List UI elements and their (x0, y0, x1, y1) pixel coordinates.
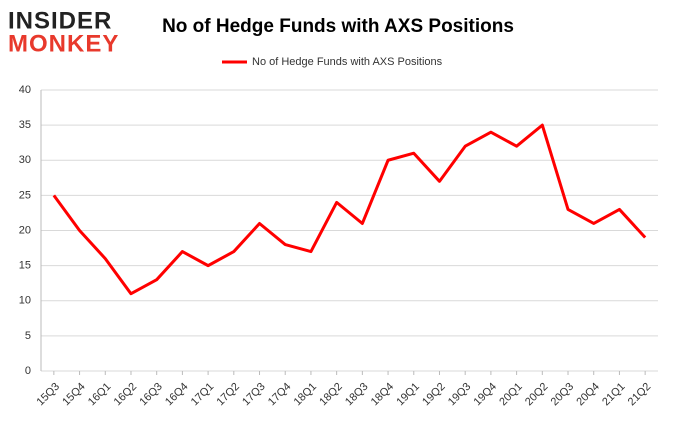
y-tick-label: 30 (19, 154, 31, 166)
x-tick-label: 17Q2 (214, 381, 242, 409)
x-tick-label: 20Q1 (497, 381, 525, 409)
chart-title: No of Hedge Funds with AXS Positions (162, 16, 514, 37)
x-tick-label: 17Q4 (266, 381, 294, 409)
legend-label: No of Hedge Funds with AXS Positions (252, 56, 443, 68)
x-tick-label: 20Q2 (523, 381, 551, 409)
x-tick-label: 19Q4 (472, 381, 500, 409)
x-tick-label: 16Q4 (163, 381, 191, 409)
x-tick-label: 15Q4 (60, 381, 88, 409)
x-tick-label: 21Q2 (626, 381, 654, 409)
y-tick-label: 20 (19, 224, 31, 236)
y-tick-label: 0 (25, 365, 31, 377)
x-tick-label: 18Q4 (369, 381, 397, 409)
x-tick-label: 17Q3 (240, 381, 268, 409)
logo-top: INSIDER (8, 7, 112, 34)
x-tick-label: 20Q4 (574, 381, 602, 409)
x-tick-label: 15Q3 (35, 381, 63, 409)
x-tick-label: 19Q2 (420, 381, 448, 409)
x-tick-label: 20Q3 (549, 381, 577, 409)
x-tick-label: 18Q2 (317, 381, 345, 409)
logo-bottom: MONKEY (8, 30, 119, 57)
x-tick-label: 16Q3 (137, 381, 165, 409)
x-tick-label: 16Q1 (86, 381, 114, 409)
x-tick-label: 19Q3 (446, 381, 474, 409)
x-tick-label: 16Q2 (112, 381, 140, 409)
y-tick-label: 15 (19, 260, 31, 272)
line (52, 123, 647, 296)
y-tick-label: 5 (25, 330, 31, 342)
x-tick-label: 19Q1 (394, 381, 422, 409)
x-tick-label: 17Q1 (189, 381, 217, 409)
x-tick-label: 18Q3 (343, 381, 371, 409)
y-tick-label: 10 (19, 295, 31, 307)
y-tick-label: 40 (19, 84, 31, 96)
y-tick-label: 35 (19, 119, 31, 131)
x-tick-label: 21Q1 (600, 381, 628, 409)
x-tick-label: 18Q1 (292, 381, 320, 409)
y-tick-label: 25 (19, 189, 31, 201)
